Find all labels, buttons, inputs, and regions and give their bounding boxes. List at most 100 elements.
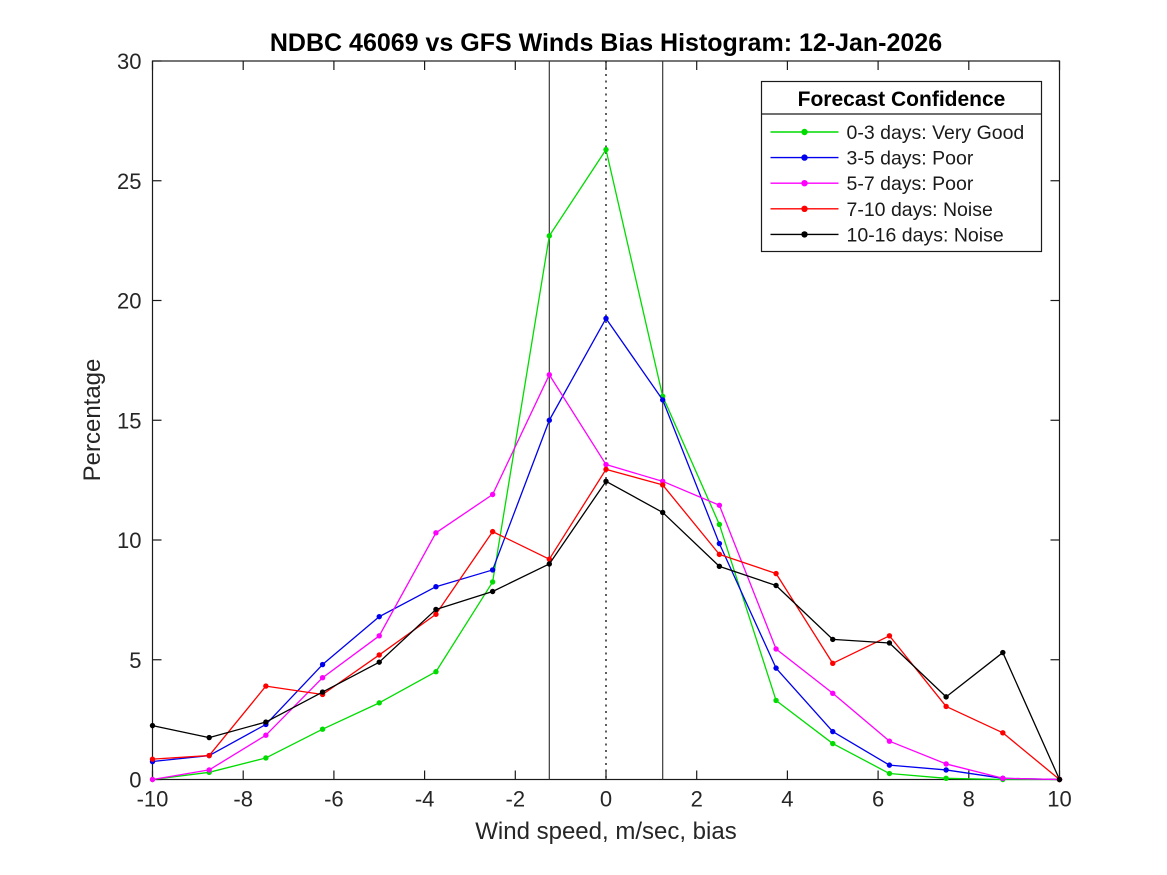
legend-entry: 0-3 days: Very Good <box>770 122 1025 144</box>
series-marker <box>603 461 609 468</box>
series-marker <box>376 613 382 620</box>
series-marker <box>943 761 949 767</box>
series-marker <box>263 719 269 725</box>
series-marker <box>716 521 723 528</box>
legend-entry: 3-5 days: Poor <box>770 148 974 170</box>
series-line-10-16-days-noise <box>152 480 1061 780</box>
series-marker <box>716 551 723 558</box>
legend-entry-label: 7-10 days: Noise <box>847 199 993 221</box>
series-marker <box>830 728 836 735</box>
series-marker <box>433 530 439 536</box>
series-marker <box>546 233 553 239</box>
series-marker <box>886 738 893 744</box>
series-marker <box>943 694 949 700</box>
legend-entry-label: 0-3 days: Very Good <box>847 122 1025 144</box>
series-line-7-10-days-noise <box>152 468 1060 781</box>
series-marker <box>1000 649 1006 656</box>
legend-entry: 7-10 days: Noise <box>770 199 993 221</box>
series-marker <box>716 563 723 570</box>
series-marker <box>659 397 666 403</box>
y-tick-label: 25 <box>117 169 141 194</box>
series-marker <box>773 570 779 577</box>
legend-entry-label: 5-7 days: Poor <box>847 173 974 195</box>
series-marker <box>830 636 836 643</box>
legend-entry-label: 3-5 days: Poor <box>847 148 974 170</box>
series-marker <box>773 582 779 589</box>
legend-swatch-marker <box>801 231 808 238</box>
y-tick-label: 20 <box>117 289 141 314</box>
series-marker <box>206 752 212 759</box>
series-marker <box>376 659 382 665</box>
x-tick-label: 0 <box>600 787 612 812</box>
series-marker <box>489 579 496 585</box>
x-tick-label: -4 <box>415 787 435 812</box>
series-marker <box>489 491 496 498</box>
x-tick-label: -10 <box>137 787 169 812</box>
series-marker <box>603 466 609 473</box>
x-tick-label: -6 <box>324 787 344 812</box>
x-tick-label: -2 <box>506 787 526 812</box>
series-marker <box>716 540 723 547</box>
series-marker <box>943 775 949 782</box>
series-marker <box>263 683 269 689</box>
legend-entry: 10-16 days: Noise <box>770 224 1004 246</box>
series-marker <box>319 661 326 668</box>
series-marker <box>433 669 439 675</box>
y-tick-label: 5 <box>129 648 141 673</box>
series-marker <box>206 734 212 741</box>
series-marker <box>546 556 553 562</box>
series-marker <box>319 726 326 732</box>
legend-title: Forecast Confidence <box>798 88 1006 111</box>
series-marker <box>433 611 439 617</box>
series-5-7-days-poor <box>149 372 1063 783</box>
series-marker <box>319 689 326 695</box>
series-marker <box>603 146 609 153</box>
series-marker <box>319 675 326 681</box>
x-axis-label: Wind speed, m/sec, bias <box>475 818 736 845</box>
y-tick-label: 15 <box>117 408 141 433</box>
series-marker <box>659 482 666 488</box>
legend-swatch-marker <box>801 205 808 212</box>
x-tick-label: 10 <box>1047 787 1071 812</box>
series-marker <box>943 703 949 710</box>
series-marker <box>603 315 609 322</box>
series-marker <box>263 755 269 761</box>
series-marker <box>546 372 553 378</box>
legend-entry-label: 10-16 days: Noise <box>847 224 1004 246</box>
plot-area: -10 -8 -6 -4 -2 0 2 4 6 8 10 0 5 10 15 20 25 30 <box>117 49 1072 812</box>
x-tick-label: 4 <box>781 787 793 812</box>
series-marker <box>773 646 779 652</box>
series-7-10-days-noise <box>149 466 1063 783</box>
series-marker <box>149 722 156 729</box>
x-tick-label: -8 <box>233 787 253 812</box>
legend-swatch-marker <box>801 154 808 161</box>
legend: Forecast Confidence 0-3 days: Very Good 3-… <box>760 80 1043 253</box>
x-tick-label: 6 <box>872 787 884 812</box>
series-marker <box>489 528 496 535</box>
series-marker <box>659 509 666 516</box>
series-10-16-days-noise <box>149 478 1063 783</box>
series-marker <box>830 690 836 696</box>
series-marker <box>149 756 156 762</box>
series-0-3-days-very-good <box>149 146 1063 783</box>
series-marker <box>773 697 779 704</box>
series-marker <box>489 588 496 595</box>
series-marker <box>1000 775 1006 782</box>
series-marker <box>886 762 893 768</box>
legend-box <box>760 80 1043 253</box>
series-marker <box>489 567 496 573</box>
series-marker <box>546 417 553 423</box>
legend-entry: 5-7 days: Poor <box>770 173 974 195</box>
series-marker <box>830 660 836 667</box>
series-marker <box>376 652 382 658</box>
series-marker <box>773 665 779 671</box>
series-marker <box>943 767 949 773</box>
legend-swatch-marker <box>801 128 808 136</box>
legend-swatch-marker <box>801 180 808 187</box>
y-tick-label: 30 <box>117 49 141 74</box>
series-marker <box>886 640 893 646</box>
series-marker <box>376 700 382 706</box>
series-marker <box>1000 730 1006 736</box>
series-marker <box>886 770 893 777</box>
